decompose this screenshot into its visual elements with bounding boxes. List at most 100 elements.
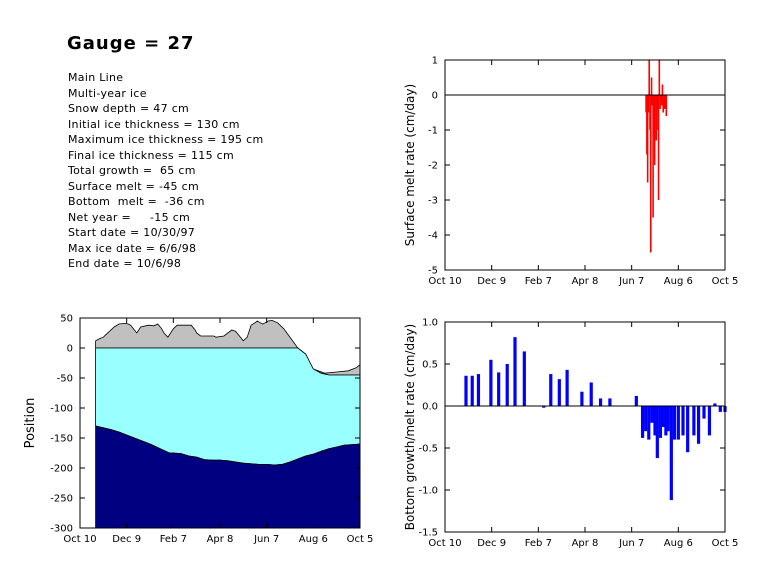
y-axis-label: Surface melt rate (cm/day) [403,84,417,246]
x-tick-label: Apr 8 [572,276,599,287]
bottom-rate-bar [522,351,526,406]
x-tick-label: Jun 7 [253,534,279,545]
x-tick-label: Feb 7 [525,538,552,549]
y-tick-label: -1.5 [418,528,438,539]
y-tick-label: -1 [428,126,438,137]
x-tick-label: Dec 9 [477,276,506,287]
bottom-rate-bar [589,382,593,406]
bottom-rate-bar [653,406,657,436]
info-line: Main Line [68,71,124,84]
bottom-rate-bar [655,406,659,459]
bottom-rate-bar [644,406,648,432]
bottom-rate-bar [707,406,712,436]
bottom-rate-bar [681,406,685,436]
bottom-rate-bar [470,375,474,406]
y-tick-label: 0 [432,91,438,102]
bottom-rate-bar [598,398,603,406]
surface-melt-bar [649,95,652,253]
y-tick-label: -4 [428,231,438,242]
x-tick-label: Aug 6 [664,538,693,549]
surface-melt-bar [660,95,663,106]
y-tick-label: -5 [428,266,438,277]
x-tick-label: Oct 5 [347,534,374,545]
info-line: Snow depth = 47 cm [68,102,190,115]
y-tick-label: -100 [50,404,73,415]
bottom-rate-bar [666,406,670,432]
x-tick-label: Apr 8 [572,538,599,549]
surface-melt-bar [650,77,653,95]
y-axis-label: Bottom growth/melt rate (cm/day) [403,324,417,531]
bottom-rate-bar [640,406,645,438]
info-line: Net year = -15 cm [68,210,191,224]
bottom-rate-bar [676,406,680,440]
y-tick-label: -200 [50,464,73,475]
bottom-rate-bar [489,359,493,406]
y-tick-label: -3 [428,196,438,207]
info-line: Total growth = 65 cm [68,164,196,177]
surface-melt-bar [653,95,656,165]
y-tick-label: 1 [432,56,438,67]
x-tick-label: Aug 6 [664,276,693,287]
info-line: Multi-year ice [68,86,147,100]
y-tick-label: -300 [50,524,73,535]
bottom-rate-bar [692,406,696,436]
bottom-rate-bar [634,395,638,406]
x-tick-label: Apr 8 [207,534,234,545]
y-tick-label: -2 [428,161,438,172]
bottom-rate-bar [542,406,546,408]
surface-melt-bar [658,60,661,95]
bottom-rate-bar [505,364,509,406]
info-line: Final ice thickness = 115 cm [68,148,235,162]
y-tick-label: -50 [57,374,73,385]
surface-melt-bar [665,95,668,116]
surface-melt-bar [662,95,665,113]
y-tick-label: -250 [50,494,73,505]
surface-melt-bar [652,95,654,218]
bottom-rate-bar [565,369,569,406]
bottom-rate-bar [664,406,668,436]
bottom-rate-bar [608,398,612,406]
chart-title: Gauge = 27 [67,33,195,54]
bottom-rate-bar [513,337,517,406]
bottom-rate-bar [650,406,654,423]
surface-melt-bar [657,95,660,200]
surface-melt-bar [647,95,650,113]
bottom-rate-bar [580,391,584,406]
surface-melt-bar [646,95,649,183]
y-tick-label: -150 [50,434,73,445]
x-tick-label: Oct 10 [428,538,461,549]
info-line: Bottom melt = -36 cm [68,195,205,208]
y-tick-label: 1.0 [422,318,438,329]
surface-melt-bar [648,60,651,95]
bottom-rate-bar [669,406,673,501]
x-tick-label: Dec 9 [112,534,141,545]
x-tick-label: Oct 10 [63,534,96,545]
bottom-rate-bar [557,379,561,406]
bottom-rate-bar [647,406,651,440]
x-tick-label: Oct 5 [712,538,739,549]
bottom-rate-bar [476,374,481,406]
plot-frame [444,59,726,271]
info-line: Surface melt = -45 cm [68,179,199,193]
y-tick-label: -0.5 [418,444,438,455]
water-area [95,425,361,529]
y-tick-label: 0.0 [422,402,438,413]
info-line: Initial ice thickness = 130 cm [68,117,240,131]
surface-melt-bar [656,95,658,130]
x-tick-label: Oct 10 [428,276,461,287]
y-tick-label: 50 [60,314,73,325]
bottom-rate-bar [464,375,468,406]
y-axis-label: Position [23,398,38,449]
bottom-rate-bar [661,406,666,427]
info-block: Main Line Multi-year ice Snow depth = 47 c… [68,70,264,272]
info-line: Max ice date = 6/6/98 [68,241,197,255]
x-tick-label: Jun 7 [618,538,644,549]
y-tick-label: -1.0 [418,486,438,497]
y-tick-label: 0 [67,344,73,355]
bottom-rate-bar [718,406,722,412]
bottom-rate-bar [686,406,690,453]
